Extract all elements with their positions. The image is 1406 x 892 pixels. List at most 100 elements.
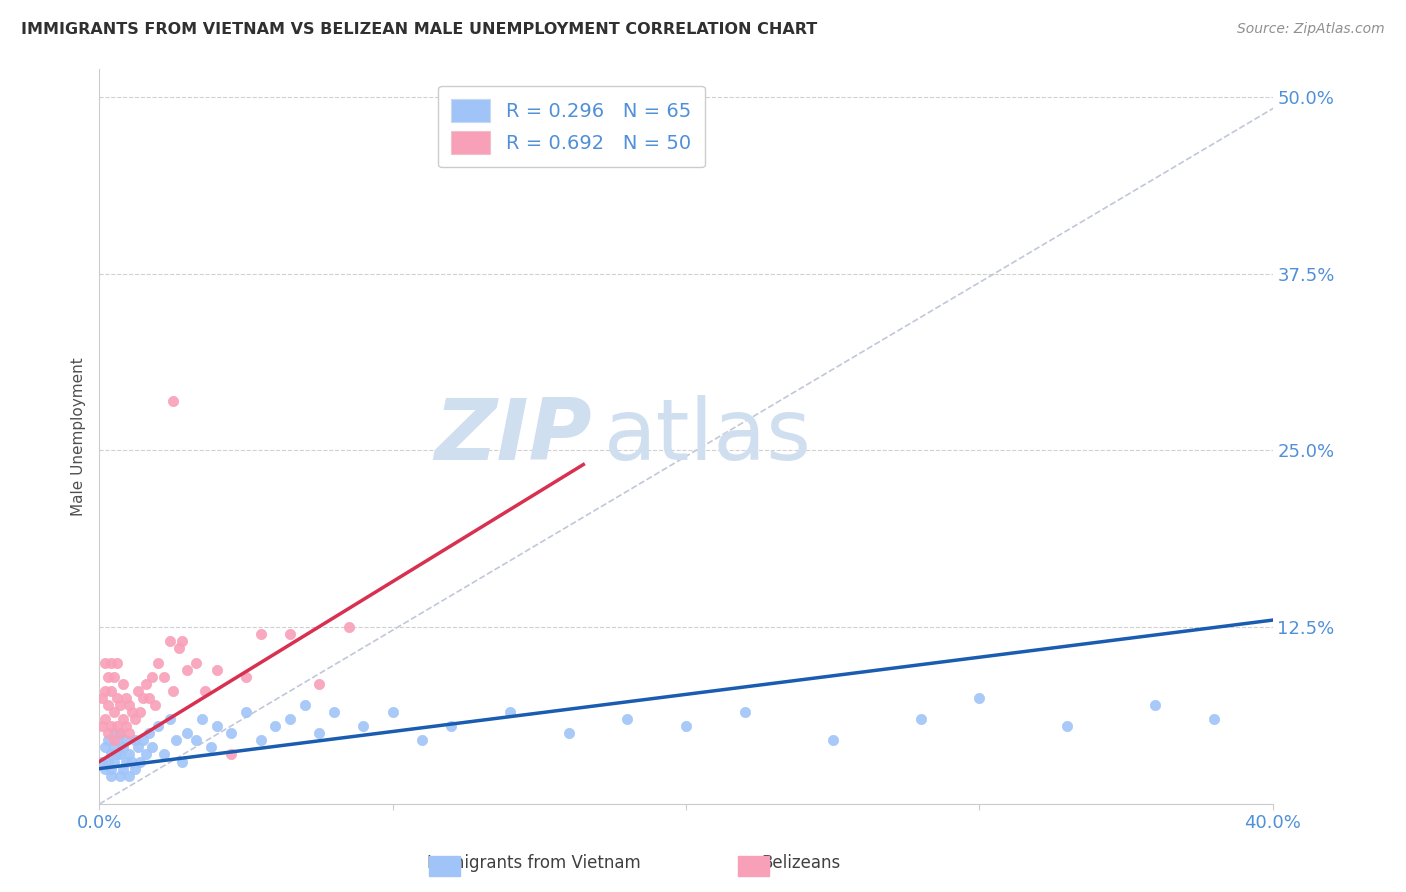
Point xyxy=(114,719,136,733)
Point xyxy=(967,690,990,705)
Point xyxy=(111,762,134,776)
Point xyxy=(146,719,169,733)
Point xyxy=(734,705,756,719)
Point xyxy=(91,719,114,733)
Point xyxy=(121,705,143,719)
Point xyxy=(235,670,257,684)
Point xyxy=(100,656,122,670)
Point xyxy=(129,705,152,719)
Point xyxy=(308,677,330,691)
Point xyxy=(103,670,125,684)
Point xyxy=(129,755,152,769)
Point xyxy=(118,698,141,712)
Point xyxy=(105,747,128,762)
Point xyxy=(97,726,120,740)
Point xyxy=(146,656,169,670)
Point xyxy=(176,726,198,740)
Point xyxy=(176,663,198,677)
Point xyxy=(205,663,228,677)
Point xyxy=(411,733,433,747)
Point xyxy=(100,719,122,733)
Point xyxy=(105,656,128,670)
Point xyxy=(191,712,214,726)
Point xyxy=(138,690,160,705)
Point xyxy=(821,733,844,747)
Point xyxy=(100,769,122,783)
Point xyxy=(105,690,128,705)
Point xyxy=(94,712,117,726)
Point xyxy=(100,747,122,762)
Point xyxy=(1144,698,1167,712)
Point xyxy=(143,698,166,712)
Point xyxy=(337,620,360,634)
Point xyxy=(111,712,134,726)
Point xyxy=(100,683,122,698)
Point xyxy=(499,705,522,719)
Point xyxy=(162,393,184,408)
Point xyxy=(121,755,143,769)
Point xyxy=(103,733,125,747)
Point xyxy=(103,755,125,769)
Point xyxy=(170,634,193,648)
Point xyxy=(124,733,146,747)
Point xyxy=(186,656,208,670)
Point xyxy=(94,740,117,755)
Text: IMMIGRANTS FROM VIETNAM VS BELIZEAN MALE UNEMPLOYMENT CORRELATION CHART: IMMIGRANTS FROM VIETNAM VS BELIZEAN MALE… xyxy=(21,22,817,37)
Point xyxy=(1202,712,1225,726)
Point xyxy=(153,747,176,762)
Point xyxy=(132,690,155,705)
Point xyxy=(108,726,131,740)
Point xyxy=(91,690,114,705)
Y-axis label: Male Unemployment: Male Unemployment xyxy=(72,357,86,516)
Point xyxy=(323,705,346,719)
Point xyxy=(153,670,176,684)
Point xyxy=(235,705,257,719)
Point xyxy=(124,762,146,776)
Point xyxy=(94,683,117,698)
Point xyxy=(278,712,301,726)
Point xyxy=(108,726,131,740)
Point xyxy=(111,740,134,755)
Text: Source: ZipAtlas.com: Source: ZipAtlas.com xyxy=(1237,22,1385,37)
Point xyxy=(308,726,330,740)
Point xyxy=(141,740,163,755)
Point xyxy=(586,132,609,146)
Point xyxy=(114,755,136,769)
Point xyxy=(352,719,374,733)
Point xyxy=(159,712,181,726)
Text: Belizeans: Belizeans xyxy=(762,855,841,872)
Point xyxy=(91,755,114,769)
Point xyxy=(127,683,149,698)
Point xyxy=(132,733,155,747)
Point xyxy=(118,726,141,740)
Point xyxy=(162,683,184,698)
Point xyxy=(278,627,301,641)
Point xyxy=(249,627,271,641)
Point xyxy=(105,733,128,747)
Point xyxy=(221,747,243,762)
Point xyxy=(910,712,932,726)
Point xyxy=(141,670,163,684)
Point xyxy=(108,698,131,712)
Point xyxy=(194,683,217,698)
Point xyxy=(186,733,208,747)
Text: ZIP: ZIP xyxy=(434,395,592,478)
Point xyxy=(97,670,120,684)
Point xyxy=(97,755,120,769)
Point xyxy=(105,719,128,733)
Point xyxy=(135,747,157,762)
Point xyxy=(127,740,149,755)
Point xyxy=(221,726,243,740)
Text: Immigrants from Vietnam: Immigrants from Vietnam xyxy=(427,855,641,872)
Point xyxy=(114,733,136,747)
Point xyxy=(616,712,638,726)
Point xyxy=(94,656,117,670)
Point xyxy=(159,634,181,648)
Point xyxy=(138,726,160,740)
Point xyxy=(167,641,190,656)
Point xyxy=(1056,719,1078,733)
Point xyxy=(381,705,404,719)
Point xyxy=(114,690,136,705)
Point xyxy=(200,740,222,755)
Point xyxy=(440,719,463,733)
